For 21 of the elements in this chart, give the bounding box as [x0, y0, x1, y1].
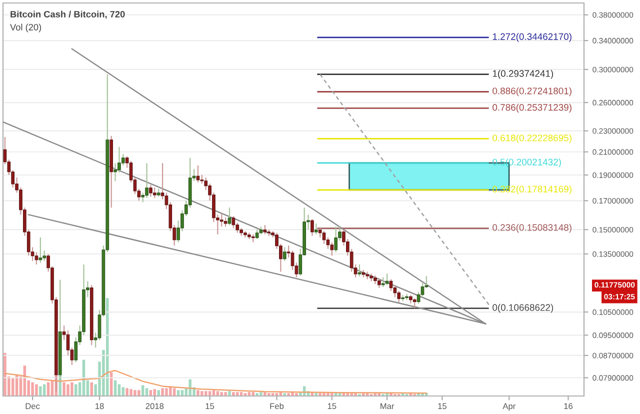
ref-line-label: 0.786(0.25371239)	[492, 104, 572, 113]
ref-line-label: 0.5(0.20021432)	[492, 158, 561, 168]
x-tick-label: Apr	[502, 403, 516, 411]
ref-line-label: 1(0.29374241)	[492, 70, 554, 79]
ref-line-label: 0(0.10668622)	[492, 304, 554, 313]
x-tick-label: 15	[438, 403, 446, 410]
x-tick-label: 15	[206, 403, 214, 410]
chart-title: Vol (20)	[10, 24, 42, 32]
text: Bitcoin Cash / Bitcoin, 720	[10, 10, 125, 19]
ref-line-label: 1.272(0.34462170)	[492, 33, 572, 42]
x-tick-label: 15	[328, 403, 336, 410]
ref-line-label: 0.886(0.27241801)	[492, 87, 572, 96]
ref-line-label: 0.618(0.22228695)	[492, 134, 572, 144]
x-tick-label: 16	[564, 403, 573, 410]
x-tick-label: Dec	[26, 403, 40, 410]
x-tick-label: Feb	[270, 402, 284, 410]
x-tick-label: 2018	[146, 403, 164, 410]
ref-line-label: 0.382(0.17814169)	[492, 185, 572, 194]
ref-line-label: 0.236(0.15083148)	[492, 224, 572, 233]
x-tick-label: 18	[96, 403, 104, 410]
x-tick-label: Mar	[380, 403, 394, 410]
